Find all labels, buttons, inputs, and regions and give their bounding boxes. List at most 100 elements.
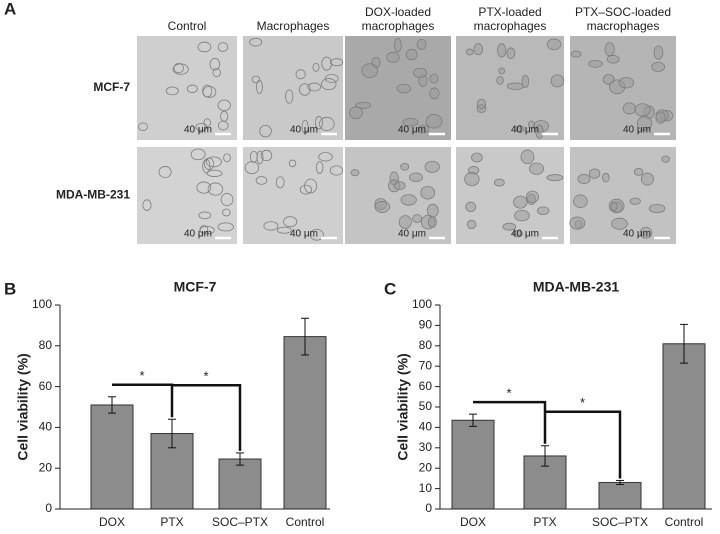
micrograph: 40 μm xyxy=(243,147,344,244)
cell xyxy=(318,152,333,162)
cell xyxy=(249,37,263,47)
cell xyxy=(417,124,430,134)
y-tick-label: 100 xyxy=(32,297,52,311)
scale-bar-label: 40 μm xyxy=(290,229,318,240)
bar xyxy=(598,481,642,510)
column-header: macrophages xyxy=(474,19,547,33)
cell xyxy=(196,181,212,194)
cell xyxy=(493,178,505,187)
micrograph: 40 μm xyxy=(345,147,451,244)
cell xyxy=(304,178,318,194)
column-header: macrophages xyxy=(362,19,435,33)
cell xyxy=(527,120,536,129)
cell xyxy=(142,199,152,211)
cell xyxy=(409,172,423,182)
error-bar xyxy=(541,445,549,467)
cell xyxy=(217,222,234,232)
scale-bar-label: 40 μm xyxy=(623,229,651,240)
cell xyxy=(330,58,344,67)
cell xyxy=(256,79,263,95)
cell xyxy=(633,167,644,176)
micrograph: 40 μm xyxy=(137,147,237,244)
cell xyxy=(206,169,223,177)
cell xyxy=(529,162,545,175)
cell xyxy=(309,228,324,241)
error-bar xyxy=(168,418,176,449)
cell xyxy=(217,120,229,131)
bar xyxy=(451,419,495,510)
y-tick-label: 90 xyxy=(419,318,433,332)
panel-label: A xyxy=(4,0,16,18)
cell xyxy=(209,58,221,71)
cell xyxy=(412,214,422,224)
significance-bracket xyxy=(545,410,622,479)
cell xyxy=(199,226,215,235)
cell xyxy=(634,103,651,117)
cell xyxy=(546,174,564,182)
cell xyxy=(588,168,601,179)
cell xyxy=(413,67,428,78)
cell xyxy=(473,43,484,56)
cell xyxy=(220,193,234,207)
scale-bar-label: 40 μm xyxy=(184,125,212,136)
error-bar xyxy=(680,323,688,364)
y-tick-label: 20 xyxy=(419,460,433,474)
micrograph: 40 μm xyxy=(570,36,676,140)
cell xyxy=(496,75,504,85)
x-tick-label: SOC–PTX xyxy=(592,515,648,529)
y-tick-label: 80 xyxy=(419,338,433,352)
cell xyxy=(165,86,179,96)
micrograph: 40 μm xyxy=(243,36,344,140)
micrograph: 40 μm xyxy=(456,147,564,244)
cell xyxy=(476,98,487,110)
cell xyxy=(288,159,297,168)
column-header: Macrophages xyxy=(257,19,330,33)
cell xyxy=(205,156,222,168)
y-axis-label: Cell viability (%) xyxy=(15,353,31,460)
cell xyxy=(506,47,516,60)
cell xyxy=(312,62,320,72)
cell xyxy=(651,61,665,73)
bar xyxy=(218,458,262,510)
scale-bar-label: 40 μm xyxy=(623,125,651,136)
row-label: MDA-MB-231 xyxy=(56,188,130,202)
cell xyxy=(222,208,231,217)
micrograph-image xyxy=(243,147,343,244)
cell xyxy=(198,211,212,220)
cell xyxy=(611,217,628,230)
cell xyxy=(577,173,591,185)
cell xyxy=(393,37,402,53)
significance-label: * xyxy=(139,368,144,383)
scale-bar-label: 40 μm xyxy=(511,125,539,136)
cell xyxy=(655,111,666,124)
cell xyxy=(512,230,523,238)
y-tick-label: 60 xyxy=(39,379,53,393)
x-tick-label: PTX xyxy=(533,515,556,529)
cell xyxy=(361,63,378,79)
cell xyxy=(515,125,525,133)
panel-label: C xyxy=(384,279,396,298)
column-header: Control xyxy=(168,19,207,33)
significance-bracket xyxy=(473,400,547,444)
cell xyxy=(622,102,637,115)
y-tick-label: 0 xyxy=(45,501,52,515)
cell xyxy=(416,38,427,50)
error-bar xyxy=(301,317,309,356)
cell xyxy=(498,67,506,75)
cell xyxy=(374,200,391,213)
cell xyxy=(398,215,412,229)
cell xyxy=(429,73,439,84)
cell xyxy=(299,184,313,195)
cell xyxy=(648,203,666,214)
cell xyxy=(550,74,565,88)
cell xyxy=(260,149,273,162)
cell xyxy=(465,48,474,56)
cell xyxy=(223,153,231,163)
micrograph: 40 μm xyxy=(345,36,451,140)
cell xyxy=(653,45,664,60)
cell xyxy=(400,162,410,171)
cell xyxy=(661,155,670,163)
y-tick-label: 50 xyxy=(419,399,433,413)
scale-bar-label: 40 μm xyxy=(398,229,426,240)
y-axis-label: Cell viability (%) xyxy=(395,353,411,460)
